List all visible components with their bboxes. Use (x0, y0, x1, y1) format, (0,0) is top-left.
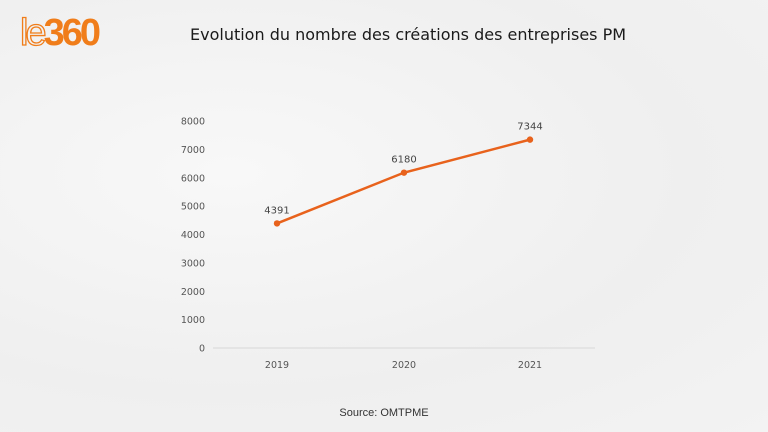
data-label: 4391 (264, 205, 289, 216)
y-tick-label: 1000 (181, 315, 205, 326)
data-label: 6180 (391, 155, 416, 166)
y-tick-label: 4000 (181, 230, 205, 241)
logo-prefix: le (19, 12, 47, 54)
x-tick-label: 2021 (518, 360, 542, 371)
logo-number: 360 (43, 12, 101, 54)
y-tick-label: 6000 (181, 173, 205, 184)
y-tick-label: 2000 (181, 287, 205, 298)
le360-logo: le360 (19, 12, 101, 54)
chart-title: Evolution du nombre des créations des en… (190, 25, 627, 44)
x-tick-label: 2019 (265, 360, 289, 371)
data-point (273, 220, 281, 227)
data-label: 7344 (517, 122, 542, 133)
y-tick-label: 8000 (181, 117, 205, 128)
y-tick-label: 7000 (181, 145, 205, 156)
x-tick-label: 2020 (392, 360, 416, 371)
y-tick-label: 0 (199, 344, 205, 355)
data-point (400, 169, 408, 176)
y-tick-label: 3000 (181, 258, 205, 269)
y-tick-label: 5000 (181, 202, 205, 213)
source-note: Source: OMTPME (339, 407, 429, 419)
series-line (276, 138, 531, 225)
data-point (526, 136, 534, 143)
